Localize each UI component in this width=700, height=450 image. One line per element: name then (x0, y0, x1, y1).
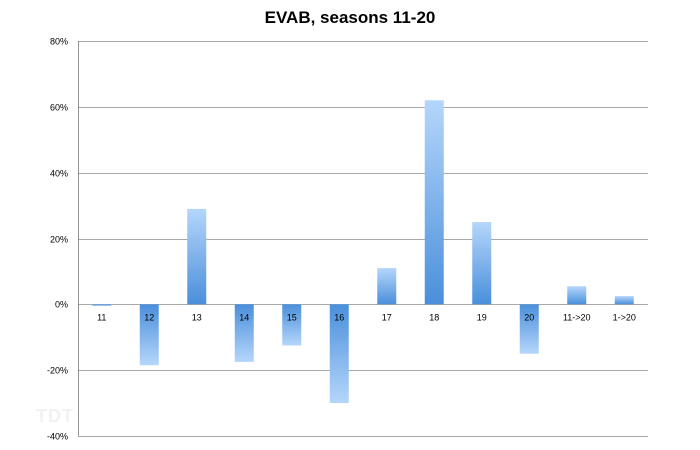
bar-1-20 (614, 296, 634, 305)
bar-19 (472, 222, 492, 305)
y-tick-label: 60% (50, 103, 68, 113)
bar-20 (519, 304, 539, 354)
bar-12 (139, 304, 159, 366)
x-tick-label: 15 (287, 312, 297, 322)
bar-17 (377, 268, 397, 305)
x-axis: 11 12 13 14 15 16 17 18 19 20 11->20 1->20 (97, 312, 636, 322)
x-tick-label: 11->20 (563, 312, 591, 322)
bar-11-20 (567, 286, 587, 305)
chart-title: EVAB, seasons 11-20 (264, 8, 436, 27)
bar-11 (92, 304, 112, 306)
y-tick-label: -20% (47, 366, 68, 376)
watermark-logo: TDT (36, 406, 74, 426)
x-tick-label: 14 (239, 312, 249, 322)
y-tick-label: 80% (50, 37, 68, 47)
x-tick-label: 11 (97, 312, 106, 322)
x-tick-label: 18 (429, 312, 439, 322)
x-tick-label: 20 (524, 312, 534, 322)
x-tick-label: 17 (382, 312, 392, 322)
bar-13 (187, 208, 207, 305)
x-tick-label: 13 (192, 312, 202, 322)
y-tick-label: 40% (50, 169, 68, 179)
y-tick-label: 0% (55, 300, 68, 310)
grid-lines (78, 41, 648, 437)
x-tick-label: 12 (144, 312, 154, 322)
bar-18 (424, 100, 444, 305)
bar-14 (234, 304, 254, 362)
y-tick-label: 20% (50, 235, 68, 245)
x-tick-label: 16 (334, 312, 344, 322)
bar-16 (329, 304, 349, 404)
x-tick-label: 1->20 (613, 312, 636, 322)
x-tick-label: 19 (477, 312, 487, 322)
bars (92, 100, 634, 404)
y-tick-label: -40% (47, 432, 68, 442)
bar-15 (282, 304, 302, 346)
y-axis: 80% 60% 40% 20% 0% -20% -40% (47, 37, 79, 442)
